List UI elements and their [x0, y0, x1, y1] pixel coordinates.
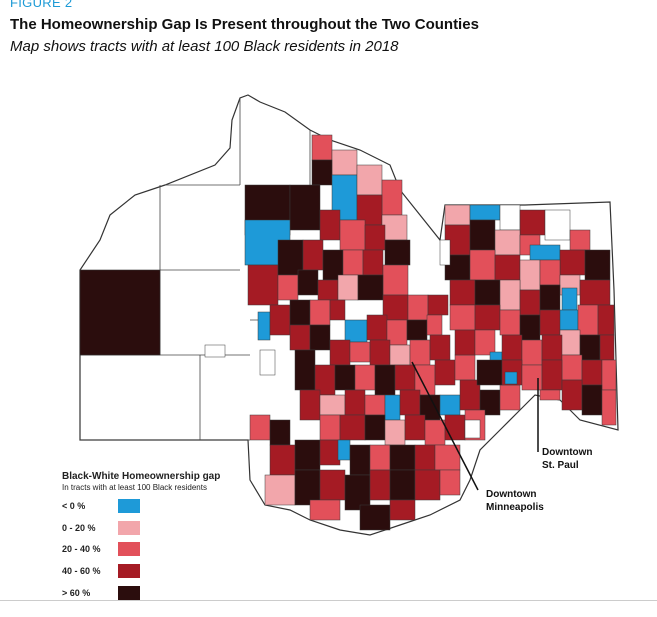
legend-title: Black-White Homeownership gap — [62, 471, 220, 482]
legend-label-4: > 60 % — [62, 588, 90, 598]
callout-lines — [411, 361, 539, 491]
legend-swatch-1 — [118, 521, 140, 535]
legend-label-0: < 0 % — [62, 501, 85, 511]
legend-swatch-3 — [118, 564, 140, 578]
tract-west-large — [79, 269, 161, 356]
legend-swatch-4 — [118, 586, 140, 600]
figure-label: FIGURE 2 — [10, 0, 73, 10]
legend-label-2: 20 - 40 % — [62, 544, 101, 554]
st-paul-label-line1: Downtown — [542, 447, 593, 458]
minneapolis-label-line2: Minneapolis — [486, 502, 544, 513]
no-data-tracts — [204, 239, 481, 439]
minneapolis-leader-line — [411, 361, 479, 491]
minneapolis-label-line1: Downtown — [486, 489, 537, 500]
legend-swatch-0 — [118, 499, 140, 513]
ramsey-tracts — [444, 204, 617, 426]
figure-subtitle: Map shows tracts with at least 100 Black… — [10, 38, 399, 55]
map-legend: Black-White Homeownership gap In tracts … — [62, 471, 220, 600]
legend-label-1: 0 - 20 % — [62, 523, 96, 533]
legend-swatch-2 — [118, 542, 140, 556]
st-paul-label-line2: St. Paul — [542, 460, 579, 471]
legend-subtitle: In tracts with at least 100 Black reside… — [62, 483, 207, 492]
figure-title: The Homeownership Gap Is Present through… — [10, 16, 479, 33]
south-hennepin-tracts — [249, 349, 521, 531]
central-hennepin-tracts — [247, 239, 451, 366]
divider-line — [0, 600, 657, 601]
legend-label-3: 40 - 60 % — [62, 566, 101, 576]
tract-map: Downtown Minneapolis Downtown St. Paul B… — [62, 94, 619, 600]
